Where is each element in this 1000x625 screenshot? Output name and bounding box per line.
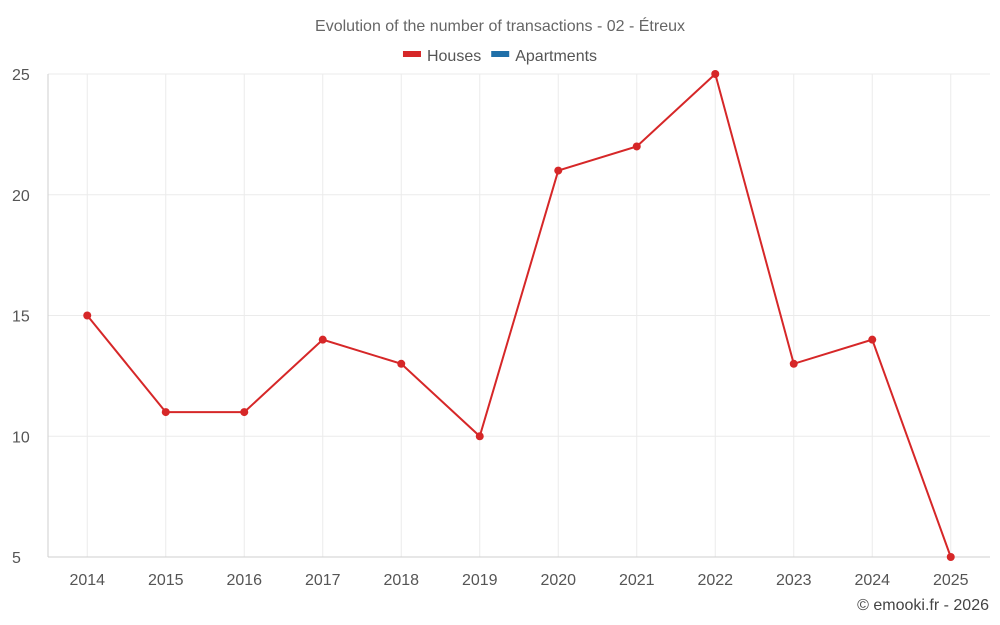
- x-tick-label: 2024: [854, 572, 890, 589]
- data-point-houses[interactable]: [397, 359, 406, 368]
- data-point-houses[interactable]: [161, 408, 170, 417]
- y-axis: 5 10 15 20 25: [12, 67, 49, 567]
- data-point-houses[interactable]: [868, 335, 877, 344]
- x-tick-label: 2016: [226, 572, 262, 589]
- y-tick-label: 10: [12, 429, 30, 446]
- legend-label: Houses: [427, 48, 481, 65]
- grid: [48, 73, 990, 557]
- x-tick-label: 2022: [697, 572, 733, 589]
- data-point-houses[interactable]: [475, 432, 484, 441]
- x-tick-label: 2020: [540, 572, 576, 589]
- series-line-houses: [86, 72, 952, 558]
- credit-text: © emooki.fr - 2026: [857, 597, 989, 614]
- legend-swatch-houses[interactable]: [402, 51, 421, 57]
- data-point-houses[interactable]: [789, 359, 798, 368]
- x-tick-label: 2017: [305, 572, 341, 589]
- y-tick-label: 20: [12, 188, 30, 205]
- x-tick-label: 2018: [383, 572, 419, 589]
- x-tick-label: 2019: [462, 572, 498, 589]
- chart-title: Evolution of the number of transactions …: [315, 16, 685, 35]
- x-tick-label: 2025: [933, 572, 969, 589]
- data-point-houses[interactable]: [554, 166, 563, 175]
- data-point-houses[interactable]: [318, 335, 327, 344]
- y-tick-label: 15: [12, 309, 30, 326]
- data-point-houses[interactable]: [632, 142, 641, 151]
- x-tick-label: 2015: [148, 572, 184, 589]
- data-point-houses[interactable]: [240, 408, 249, 417]
- legend: Houses Apartments: [402, 48, 597, 65]
- x-tick-label: 2021: [619, 572, 655, 589]
- data-point-houses[interactable]: [83, 311, 92, 320]
- y-tick-label: 25: [12, 67, 30, 84]
- x-axis: 2014 2015 2016 2017 2018 2019 2020 2021 2022 2023…: [48, 556, 990, 589]
- series-group: [83, 70, 955, 561]
- x-tick-label: 2014: [69, 572, 105, 589]
- y-tick-label: 5: [12, 550, 21, 567]
- legend-label: Apartments: [515, 48, 597, 65]
- data-point-houses[interactable]: [711, 70, 720, 78]
- legend-swatch-apartments[interactable]: [491, 51, 510, 57]
- data-point-houses[interactable]: [946, 553, 955, 561]
- x-tick-label: 2023: [776, 572, 812, 589]
